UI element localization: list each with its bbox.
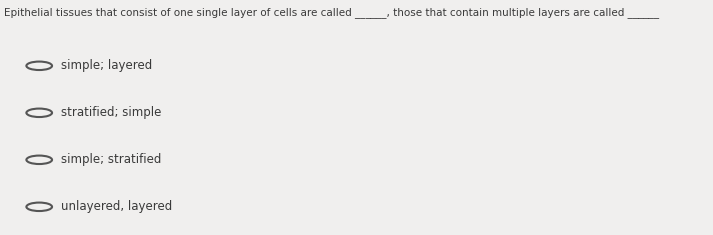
Text: simple; stratified: simple; stratified xyxy=(61,153,161,166)
Text: simple; layered: simple; layered xyxy=(61,59,152,72)
Text: unlayered, layered: unlayered, layered xyxy=(61,200,172,213)
Text: Epithelial tissues that consist of one single layer of cells are called ______, : Epithelial tissues that consist of one s… xyxy=(4,7,659,18)
Text: stratified; simple: stratified; simple xyxy=(61,106,161,119)
